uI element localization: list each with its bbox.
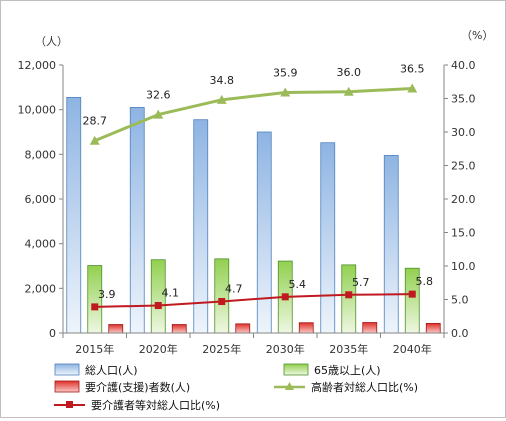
bars-layer (66, 96, 441, 334)
right-tick-label: 35.0 (451, 93, 476, 106)
elderly-ratio-marker (216, 94, 227, 104)
total-population-bar (66, 96, 82, 334)
legend-label-care-ratio: 要介護者等対総人口比(%) (91, 398, 220, 412)
legend-label-elderly-ratio: 高齢者対総人口比(%) (311, 380, 418, 394)
left-tick-label: 10,000 (18, 104, 57, 117)
care-ratio-marker (91, 303, 99, 311)
right-tick-label: 15.0 (451, 227, 476, 240)
elderly-ratio-data-label: 36.5 (400, 62, 425, 75)
care-ratio-data-label: 3.9 (98, 288, 116, 301)
aged-65-plus-bar (214, 258, 230, 334)
right-axis-ticks: 0.0 5.0 10.0 15.0 20.0 25.0 30.0 35.0 40.0 (451, 59, 476, 340)
elderly-ratio-marker (280, 87, 291, 97)
elderly-ratio-data-label: 35.9 (273, 66, 298, 79)
care-ratio-data-label: 5.8 (416, 275, 434, 288)
care-ratio-data-label: 5.4 (289, 278, 307, 291)
x-tick-label: 2020年 (139, 342, 178, 356)
care-recipients-bar (171, 324, 187, 334)
care-ratio-marker (154, 302, 162, 310)
total-population-bar (129, 107, 145, 334)
legend-item-total-population: 総人口(人) (54, 363, 138, 377)
lines-layer: 28.7 32.6 34.8 35.9 36.0 36.5 3.9 4.1 4.7 5.4 5.7 5… (83, 62, 434, 311)
elderly-ratio-marker (343, 86, 354, 96)
x-tick-label: 2015年 (75, 342, 114, 356)
x-tick-label: 2025年 (202, 342, 241, 356)
left-axis-unit: （人） (35, 35, 68, 48)
legend-item-care-ratio: 要介護者等対総人口比(%) (54, 398, 220, 412)
care-ratio-data-label: 4.1 (162, 287, 180, 300)
right-tick-label: 20.0 (451, 193, 476, 206)
total-population-bar (256, 131, 272, 334)
right-tick-label: 30.0 (451, 126, 476, 139)
elderly-ratio-line (94, 86, 413, 143)
care-ratio-marker (218, 298, 226, 306)
x-tick-label: 2035年 (329, 342, 368, 356)
legend-label-total-population: 総人口(人) (85, 363, 138, 377)
left-tick-label: 12,000 (18, 59, 57, 72)
left-tick-label: 2,000 (25, 282, 57, 295)
elderly-ratio-data-label: 34.8 (210, 74, 235, 87)
elderly-ratio-data-label: 28.7 (83, 115, 108, 128)
x-axis-labels: 2015年 2020年 2025年 2030年 2035年 2040年 (75, 342, 432, 356)
legend-item-care-recipients: 要介護(支援)者数(人) (54, 380, 190, 394)
legend-swatch-care-recipients (54, 380, 80, 393)
axes-layer (59, 64, 448, 338)
total-population-bar (193, 119, 209, 334)
legend-item-aged-65-plus: 65歳以上(人) (283, 363, 381, 377)
right-tick-label: 0.0 (451, 327, 469, 340)
x-tick-label: 2030年 (266, 342, 305, 356)
elderly-ratio-marker (407, 83, 418, 93)
care-recipients-bar (108, 324, 124, 334)
legend-triangle-marker (285, 382, 294, 390)
left-tick-label: 0 (49, 327, 56, 340)
elderly-ratio-data-label: 32.6 (146, 89, 171, 102)
left-tick-label: 6,000 (25, 193, 57, 206)
right-tick-label: 40.0 (451, 59, 476, 72)
care-ratio-marker (345, 291, 353, 299)
left-tick-label: 8,000 (25, 148, 57, 161)
total-population-bar (383, 155, 399, 334)
care-ratio-marker (408, 290, 416, 298)
elderly-ratio-marker (153, 109, 164, 119)
legend: 総人口(人) 65歳以上(人) 要介護(支援)者数(人) 高齢者対総人口比(%)… (54, 363, 418, 412)
right-tick-label: 10.0 (451, 260, 476, 273)
right-tick-label: 25.0 (451, 160, 476, 173)
care-ratio-marker (281, 293, 289, 301)
legend-swatch-aged-65-plus (283, 363, 309, 376)
x-tick-label: 2040年 (393, 342, 432, 356)
care-recipients-bar (425, 322, 441, 334)
right-tick-label: 5.0 (451, 294, 469, 307)
care-recipients-bar (362, 322, 378, 334)
legend-item-elderly-ratio: 高齢者対総人口比(%) (274, 380, 418, 394)
elderly-ratio-data-label: 36.0 (337, 66, 362, 79)
care-recipients-bar (298, 322, 314, 334)
care-ratio-data-label: 5.7 (352, 276, 370, 289)
left-tick-label: 4,000 (25, 238, 57, 251)
right-axis-unit: （%） (461, 29, 493, 42)
left-axis-ticks: 0 2,000 4,000 6,000 8,000 10,000 12,000 (18, 59, 57, 340)
total-population-bar (320, 142, 336, 334)
care-ratio-line (94, 293, 413, 308)
legend-label-aged-65-plus: 65歳以上(人) (314, 364, 381, 377)
care-ratio-data-label: 4.7 (225, 283, 243, 296)
legend-label-care-recipients: 要介護(支援)者数(人) (85, 380, 190, 394)
care-recipients-bar (235, 323, 251, 334)
elderly-ratio-marker (89, 135, 100, 145)
legend-swatch-total-population (54, 363, 80, 376)
legend-square-marker (66, 401, 73, 408)
